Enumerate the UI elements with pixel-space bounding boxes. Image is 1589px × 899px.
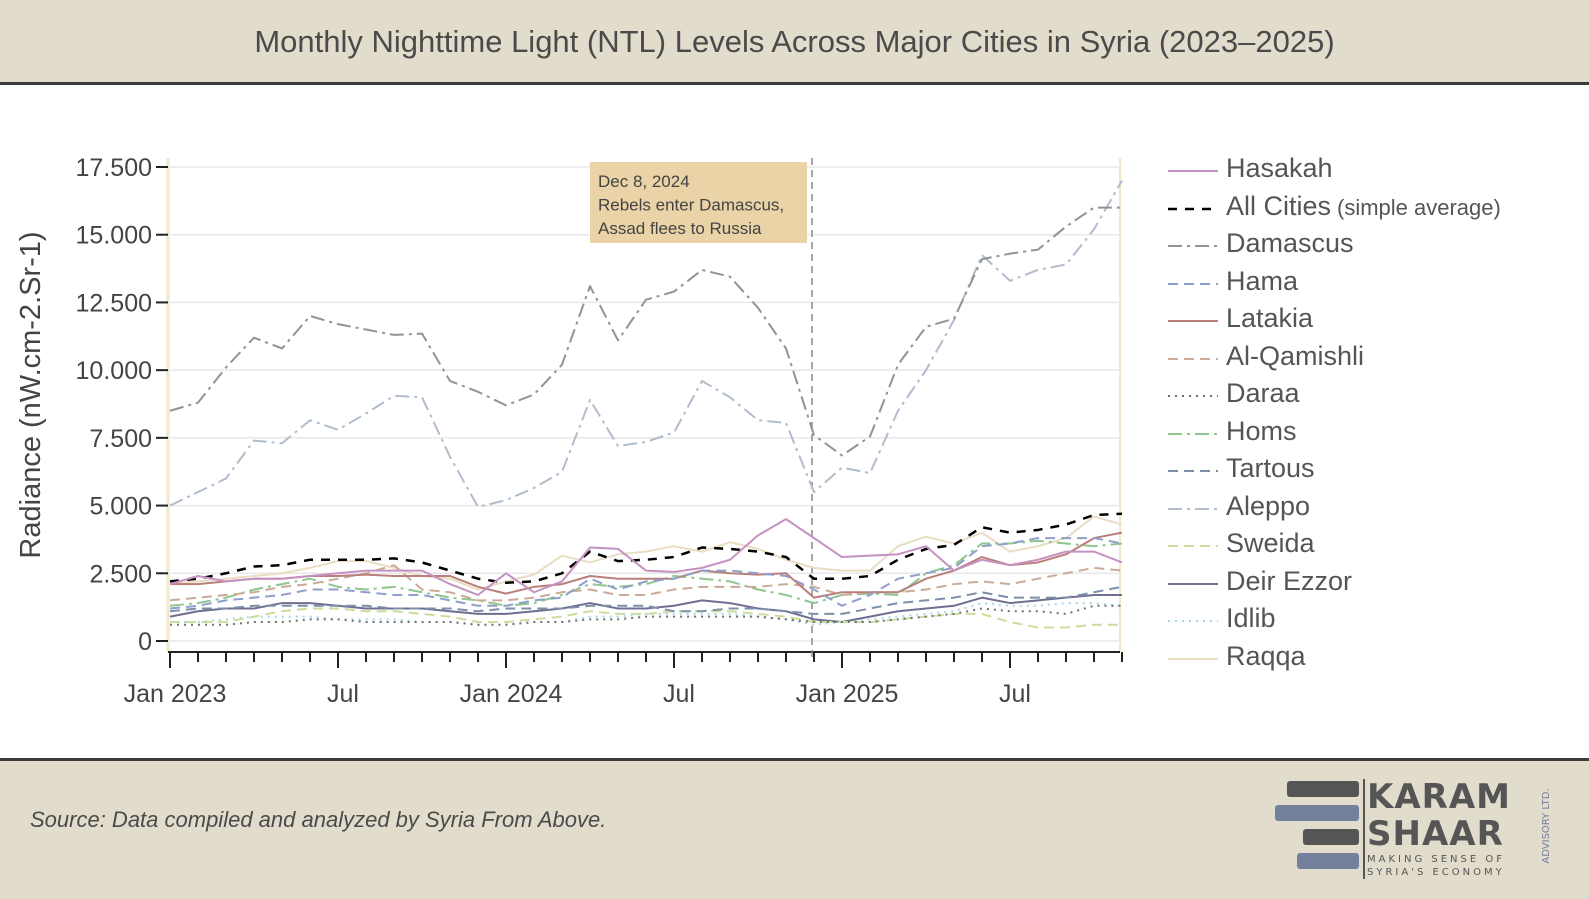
legend-label: Al-Qamishli — [1226, 340, 1365, 371]
legend-swatch — [1168, 620, 1218, 622]
legend-item-idlib: Idlib — [1168, 602, 1588, 636]
legend-swatch — [1168, 395, 1218, 397]
legend-swatch — [1168, 582, 1218, 585]
legend-label: Latakia — [1226, 303, 1314, 333]
series-line-aleppo — [169, 180, 1123, 508]
legend-label: Hasakah — [1226, 153, 1333, 183]
legend-label: All Cities — [1226, 190, 1332, 221]
series-line-idlib — [170, 602, 1123, 626]
footer: Source: Data compiled and analyzed by Sy… — [0, 758, 1589, 899]
source-note: Source: Data compiled and analyzed by Sy… — [30, 807, 607, 832]
series-line-hama — [169, 537, 1123, 610]
logo-bar — [1303, 829, 1359, 845]
legend-item-tartous: Tartous — [1168, 452, 1588, 486]
legend-swatch — [1168, 657, 1218, 660]
legend-item-deir-ezzor: Deir Ezzor — [1168, 565, 1588, 599]
legend-swatch — [1168, 507, 1218, 510]
series-line-hasakah — [169, 518, 1123, 596]
legend-label: Daraa — [1226, 378, 1300, 408]
legend-label: Homs — [1226, 415, 1297, 446]
logo-bar — [1275, 805, 1359, 821]
legend-note: (simple average) — [1337, 194, 1501, 220]
x-tick-label: Jul — [663, 680, 695, 708]
legend-item-hasakah: Hasakah — [1168, 152, 1588, 186]
legend-item-raqqa: Raqqa — [1168, 640, 1588, 674]
legend-item-aleppo: Aleppo — [1168, 490, 1588, 524]
legend-item-sweida: Sweida — [1168, 527, 1588, 561]
annotation-text: Assad flees to Russia — [598, 219, 762, 238]
chart-title: Monthly Nighttime Light (NTL) Levels Acr… — [254, 24, 1335, 59]
series-line-raqqa — [169, 515, 1123, 591]
y-tick-label: 0 — [138, 628, 152, 656]
legend-swatch — [1168, 320, 1218, 322]
karam-shaar-logo: KARAM SHAAR MAKING SENSE OF SYRIA'S ECON… — [1275, 779, 1575, 883]
line-chart: 0 2.500 5.000 7.500 10.000 12.500 15.000 17.500… — [15, 154, 1123, 708]
legend-label: Damascus — [1226, 228, 1354, 258]
annotation-box — [590, 162, 807, 243]
y-tick-label: 15.000 — [76, 222, 152, 250]
logo-line1: KARAM — [1367, 777, 1511, 817]
legend-swatch — [1168, 470, 1218, 472]
legend-swatch — [1168, 357, 1218, 360]
x-tick-label: Jan 2025 — [796, 680, 899, 708]
legend-swatch — [1168, 432, 1218, 435]
legend-swatch — [1168, 245, 1218, 247]
series-line-al-qamishli — [169, 564, 1123, 602]
series-line-latakia — [170, 531, 1123, 599]
legend-label: Hama — [1226, 265, 1299, 296]
y-tick-label: 10.000 — [76, 357, 152, 385]
y-tick-label: 5.000 — [89, 493, 152, 521]
annotation-text: Rebels enter Damascus, — [598, 196, 784, 215]
series-line-sweida — [170, 607, 1122, 629]
series-line-homs — [169, 539, 1123, 607]
legend-swatch — [1168, 282, 1218, 285]
annotation-text: Dec 8, 2024 — [598, 172, 690, 191]
logo-tagline1: MAKING SENSE OF — [1367, 854, 1505, 865]
x-tick-label: Jul — [327, 680, 359, 708]
y-tick-label: 12.500 — [76, 289, 152, 317]
series-line-tartous — [169, 585, 1123, 615]
legend-item-homs: Homs — [1168, 415, 1588, 449]
logo-divider — [1363, 779, 1365, 879]
y-tick-label: 2.500 — [89, 560, 152, 588]
legend-label: Sweida — [1226, 528, 1315, 558]
series-line-all-cities — [169, 512, 1123, 585]
legend-label: Deir Ezzor — [1226, 565, 1353, 596]
logo-tagline2: SYRIA'S ECONOMY — [1367, 867, 1505, 878]
series-line-damascus — [169, 206, 1122, 457]
series-line-deir-ezzor — [169, 593, 1122, 624]
logo-line2: SHAAR — [1367, 814, 1504, 854]
legend-swatch — [1168, 170, 1218, 172]
y-tick-label: 7.500 — [89, 425, 152, 453]
legend-item-latakia: Latakia — [1168, 302, 1588, 336]
legend-item-daraa: Daraa — [1168, 377, 1588, 411]
legend-label: Aleppo — [1226, 490, 1311, 521]
legend-label: Raqqa — [1226, 640, 1306, 671]
legend-item-hama: Hama — [1168, 265, 1588, 299]
legend-item-al-qamishli: Al-Qamishli — [1168, 340, 1588, 374]
legend-item-damascus: Damascus — [1168, 227, 1588, 261]
title-bar: Monthly Nighttime Light (NTL) Levels Acr… — [0, 0, 1589, 85]
x-tick-label: Jan 2024 — [460, 680, 563, 708]
x-tick-label: Jan 2023 — [124, 680, 227, 708]
y-tick-label: 17.500 — [76, 154, 152, 182]
logo-bar — [1287, 781, 1359, 797]
series-line-daraa — [170, 604, 1122, 626]
legend-swatch — [1168, 545, 1218, 547]
y-axis-label: Radiance (nW.cm-2.Sr-1) — [15, 231, 47, 558]
legend-label: Idlib — [1226, 603, 1276, 633]
x-tick-label: Jul — [999, 680, 1031, 708]
legend-label: Tartous — [1226, 453, 1315, 483]
logo-bar — [1297, 853, 1359, 869]
legend-swatch — [1168, 207, 1218, 210]
logo-side-text: ADVISORY LTD. — [1541, 788, 1552, 864]
legend-item-all-cities: All Cities (simple average) — [1168, 190, 1588, 224]
